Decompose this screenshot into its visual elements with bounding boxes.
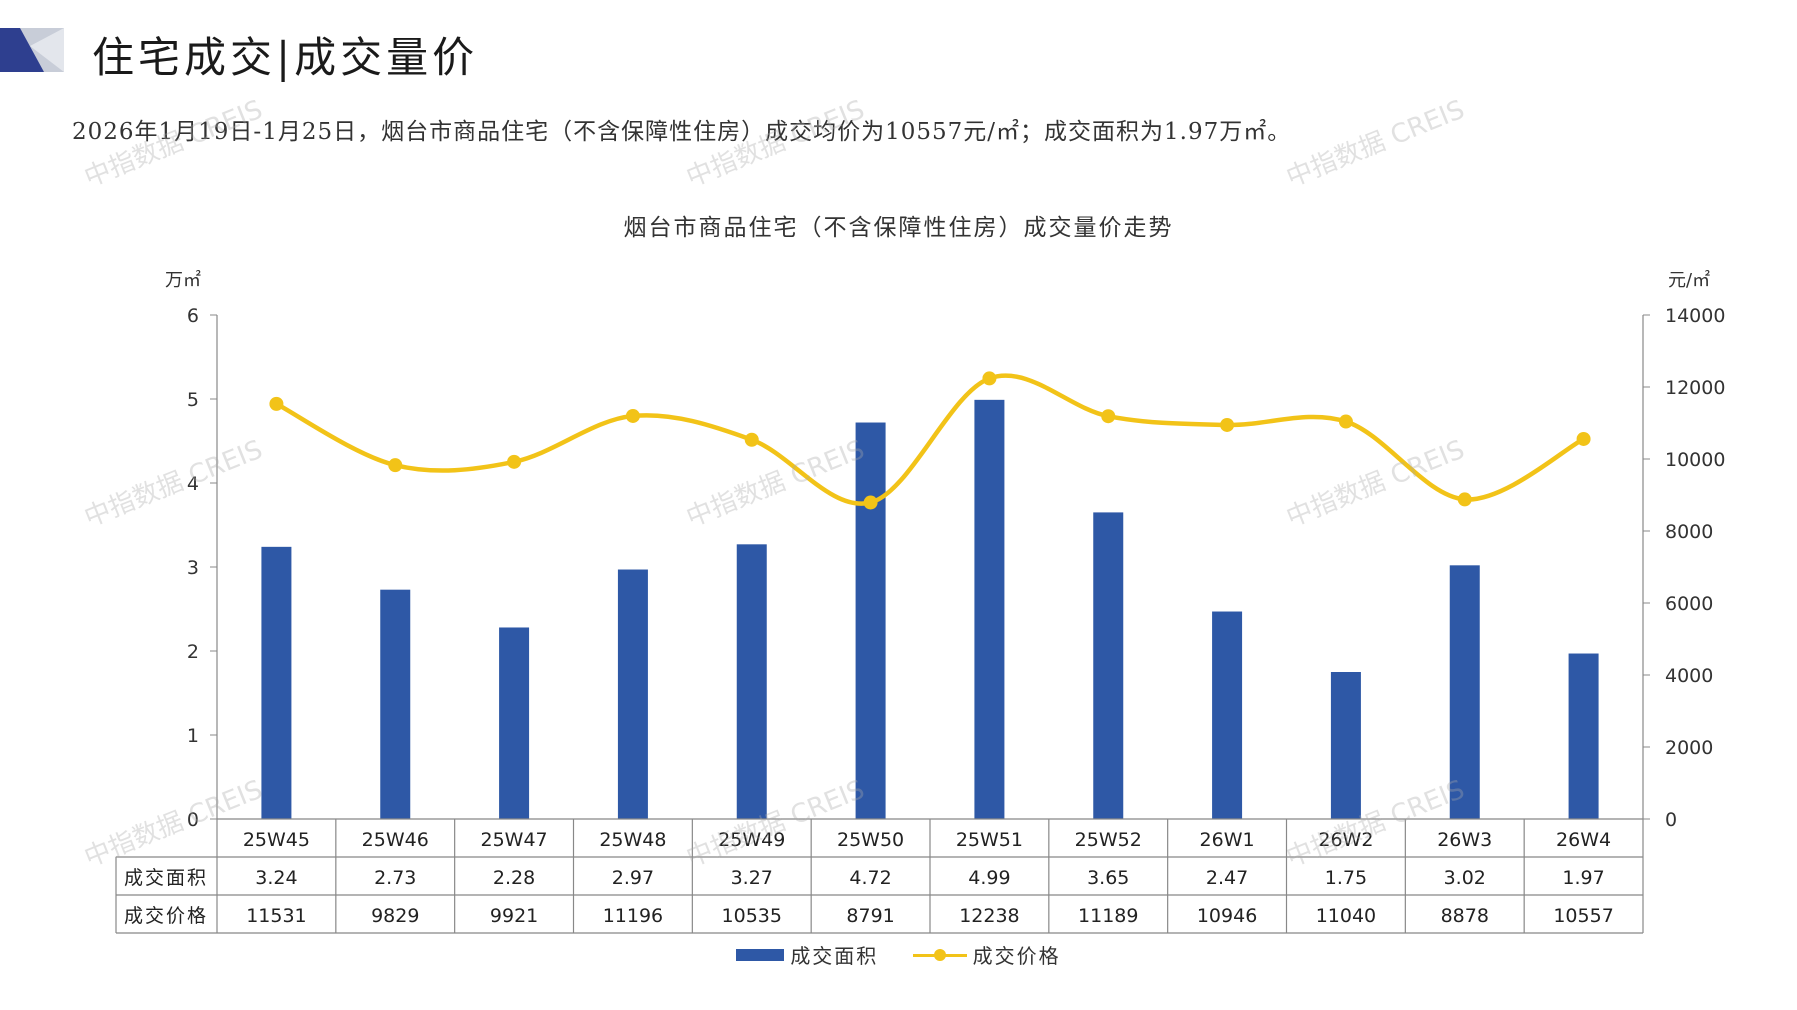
x-tick-label: 25W46 [362, 829, 429, 851]
price-point [625, 408, 640, 423]
left-tick-label: 0 [187, 809, 199, 831]
table-cell-price: 10557 [1553, 905, 1613, 927]
price-line [275, 373, 1585, 506]
table-cell-price: 10535 [722, 905, 782, 927]
legend: 成交面积 成交价格 [0, 940, 1797, 969]
right-tick-label: 10000 [1665, 449, 1725, 471]
legend-label-price: 成交价格 [972, 944, 1061, 968]
x-tick-label: 25W48 [599, 829, 666, 851]
right-tick-label: 8000 [1665, 521, 1713, 543]
left-tick-label: 6 [187, 305, 199, 327]
legend-item-price: 成交价格 [912, 940, 1061, 969]
left-tick-label: 5 [187, 389, 199, 411]
price-point [744, 432, 759, 447]
table-cell-area: 3.27 [731, 867, 773, 889]
table-cell-price: 9921 [490, 905, 538, 927]
table-row-header-area: 成交面积 [124, 867, 208, 889]
page-title: 住宅成交|成交量价 [92, 24, 478, 85]
table-cell-area: 1.97 [1562, 867, 1604, 889]
right-tick-label: 14000 [1665, 305, 1725, 327]
table-cell-area: 2.97 [612, 867, 654, 889]
table-cell-price: 8878 [1441, 905, 1489, 927]
left-axis-unit: 万㎡ [165, 270, 201, 291]
table-cell-area: 3.24 [255, 867, 297, 889]
legend-bar-swatch [736, 948, 785, 961]
right-tick-label: 6000 [1665, 593, 1713, 615]
bar-area [736, 544, 767, 819]
summary-text: 2026年1月19日-1月25日，烟台市商品住宅（不含保障性住房）成交均价为10… [72, 119, 1292, 145]
price-point [1220, 417, 1235, 432]
table-cell-price: 10946 [1197, 905, 1257, 927]
bar-area [855, 422, 886, 819]
right-tick-label: 4000 [1665, 665, 1713, 687]
page-title-left: 住宅成交 [92, 33, 277, 82]
bar-area [617, 569, 648, 819]
left-tick-label: 3 [187, 557, 199, 579]
logo-icon [0, 28, 64, 72]
bar-area [499, 627, 530, 819]
left-tick-label: 4 [187, 473, 199, 495]
legend-line-swatch [912, 948, 967, 961]
table-cell-area: 2.47 [1206, 867, 1248, 889]
bar-area [1568, 653, 1599, 819]
bar-area [380, 589, 411, 819]
table-cell-price: 9829 [371, 905, 419, 927]
right-tick-label: 12000 [1665, 377, 1725, 399]
price-point [388, 458, 403, 473]
right-axis-unit: 元/㎡ [1668, 270, 1711, 291]
page-header: 住宅成交|成交量价 [0, 18, 1797, 82]
table-cell-price: 11040 [1316, 905, 1376, 927]
table-cell-area: 2.28 [493, 867, 535, 889]
table-cell-price: 8791 [846, 905, 894, 927]
table-cell-area: 4.72 [849, 867, 891, 889]
legend-item-area: 成交面积 [736, 940, 878, 969]
price-point [863, 495, 878, 510]
right-tick-label: 0 [1665, 809, 1677, 831]
x-tick-label: 26W3 [1437, 829, 1492, 851]
x-tick-label: 25W52 [1075, 829, 1142, 851]
table-cell-area: 4.99 [968, 867, 1010, 889]
bar-area [974, 399, 1005, 819]
table-cell-price: 11531 [246, 905, 306, 927]
x-tick-label: 26W2 [1318, 829, 1373, 851]
x-tick-label: 26W1 [1200, 829, 1255, 851]
bar-area [1449, 565, 1480, 819]
table-cell-area: 3.02 [1444, 867, 1486, 889]
chart-title: 烟台市商品住宅（不含保障性住房）成交量价走势 [623, 215, 1174, 241]
bar-area [1330, 672, 1361, 819]
x-tick-label: 25W49 [718, 829, 785, 851]
price-point [507, 454, 522, 469]
x-tick-label: 25W50 [837, 829, 904, 851]
table-cell-price: 12238 [959, 905, 1019, 927]
left-tick-label: 1 [187, 725, 199, 747]
right-tick-label: 2000 [1665, 737, 1713, 759]
page-title-right: 成交量价 [294, 33, 479, 82]
legend-label-area: 成交面积 [790, 944, 879, 968]
price-point [982, 371, 997, 386]
bar-area [1212, 611, 1243, 819]
price-point [1101, 409, 1116, 424]
price-point [1457, 492, 1472, 507]
x-tick-label: 25W47 [481, 829, 548, 851]
price-point [1576, 431, 1591, 446]
table-cell-price: 11189 [1078, 905, 1138, 927]
table-row-header-price: 成交价格 [124, 905, 208, 927]
price-point [269, 396, 284, 411]
x-tick-label: 25W51 [956, 829, 1023, 851]
x-tick-label: 26W4 [1556, 829, 1611, 851]
bar-area [1093, 512, 1124, 819]
price-point [1338, 414, 1353, 429]
left-tick-label: 2 [187, 641, 199, 663]
x-tick-label: 25W45 [243, 829, 310, 851]
page-title-separator: | [276, 33, 295, 82]
table-cell-area: 2.73 [374, 867, 416, 889]
bar-area [261, 546, 292, 819]
table-cell-price: 11196 [603, 905, 663, 927]
table-cell-area: 1.75 [1325, 867, 1367, 889]
table-cell-area: 3.65 [1087, 867, 1129, 889]
